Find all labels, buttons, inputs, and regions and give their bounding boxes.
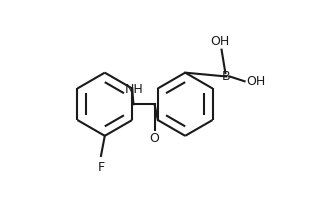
Text: OH: OH [246,75,265,88]
Text: O: O [150,132,160,145]
Text: OH: OH [210,35,229,48]
Text: NH: NH [125,83,144,96]
Text: B: B [222,70,231,83]
Text: F: F [98,161,105,174]
